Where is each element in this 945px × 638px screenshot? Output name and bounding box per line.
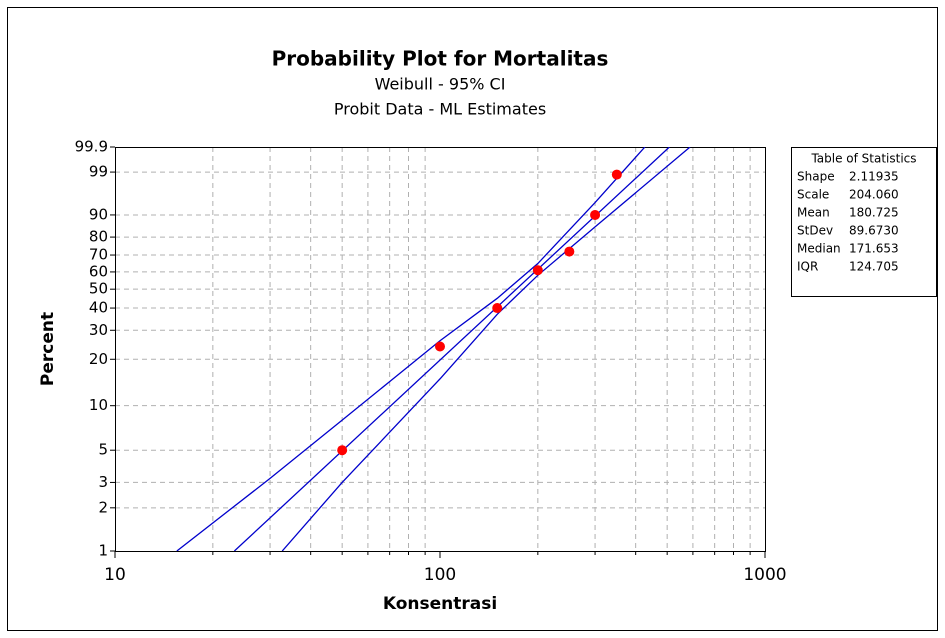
data-point bbox=[611, 169, 622, 180]
y-tick-label: 40 bbox=[89, 299, 108, 317]
y-tick-label: 99.9 bbox=[75, 138, 108, 156]
y-tick-label: 60 bbox=[89, 262, 108, 280]
stats-label: IQR bbox=[797, 260, 818, 274]
fit-line bbox=[281, 147, 691, 551]
data-point bbox=[532, 265, 543, 276]
y-tick-label: 99 bbox=[89, 163, 108, 181]
x-axis-label: Konsentrasi bbox=[383, 594, 497, 614]
stats-value: 124.705 bbox=[849, 260, 899, 274]
subtitle: Weibull - 95% CI bbox=[375, 75, 506, 94]
y-tick-label: 30 bbox=[89, 321, 108, 339]
stats-title: Table of Statistics bbox=[810, 152, 916, 166]
data-point bbox=[590, 209, 601, 220]
data-point bbox=[435, 341, 445, 352]
stats-label: Scale bbox=[797, 188, 829, 202]
fit-line bbox=[176, 147, 646, 551]
stats-value: 204.060 bbox=[849, 188, 899, 202]
stats-value: 2.11935 bbox=[849, 170, 899, 184]
data-point bbox=[337, 445, 348, 456]
stats-label: StDev bbox=[797, 224, 833, 238]
y-tick-label: 2 bbox=[98, 498, 108, 516]
data-point bbox=[564, 246, 575, 257]
stats-label: Shape bbox=[797, 170, 835, 184]
x-tick-label: 100 bbox=[424, 565, 456, 585]
y-tick-label: 20 bbox=[89, 350, 108, 368]
y-tick-label: 5 bbox=[98, 441, 108, 459]
y-axis-label: Percent bbox=[38, 312, 58, 386]
y-tick-label: 3 bbox=[98, 473, 108, 491]
y-tick-label: 50 bbox=[89, 280, 108, 298]
chart-title: Probability Plot for Mortalitas bbox=[272, 47, 609, 71]
stats-label: Mean bbox=[797, 206, 830, 220]
y-tick-label: 1 bbox=[98, 542, 108, 560]
y-tick-label: 70 bbox=[89, 246, 108, 264]
fit-line bbox=[233, 147, 670, 551]
y-tick-label: 10 bbox=[89, 396, 108, 414]
stats-value: 171.653 bbox=[849, 242, 899, 256]
data-point bbox=[492, 303, 503, 314]
plot-area bbox=[115, 147, 766, 552]
y-tick-label: 90 bbox=[89, 205, 108, 223]
x-tick-label: 1000 bbox=[743, 565, 786, 585]
subtitle: Probit Data - ML Estimates bbox=[334, 100, 546, 119]
stats-label: Median bbox=[797, 242, 841, 256]
y-tick-label: 80 bbox=[89, 228, 108, 246]
frame bbox=[7, 7, 938, 631]
stats-value: 89.6730 bbox=[849, 224, 899, 238]
x-tick-label: 10 bbox=[104, 565, 126, 585]
stats-box bbox=[791, 147, 937, 297]
stats-value: 180.725 bbox=[849, 206, 899, 220]
